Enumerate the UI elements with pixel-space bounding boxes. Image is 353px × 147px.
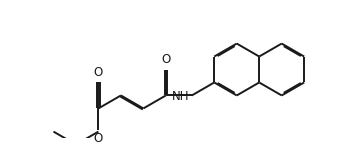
Text: O: O: [161, 53, 170, 66]
Text: NH: NH: [172, 90, 189, 103]
Text: O: O: [94, 132, 103, 145]
Text: O: O: [94, 66, 103, 79]
